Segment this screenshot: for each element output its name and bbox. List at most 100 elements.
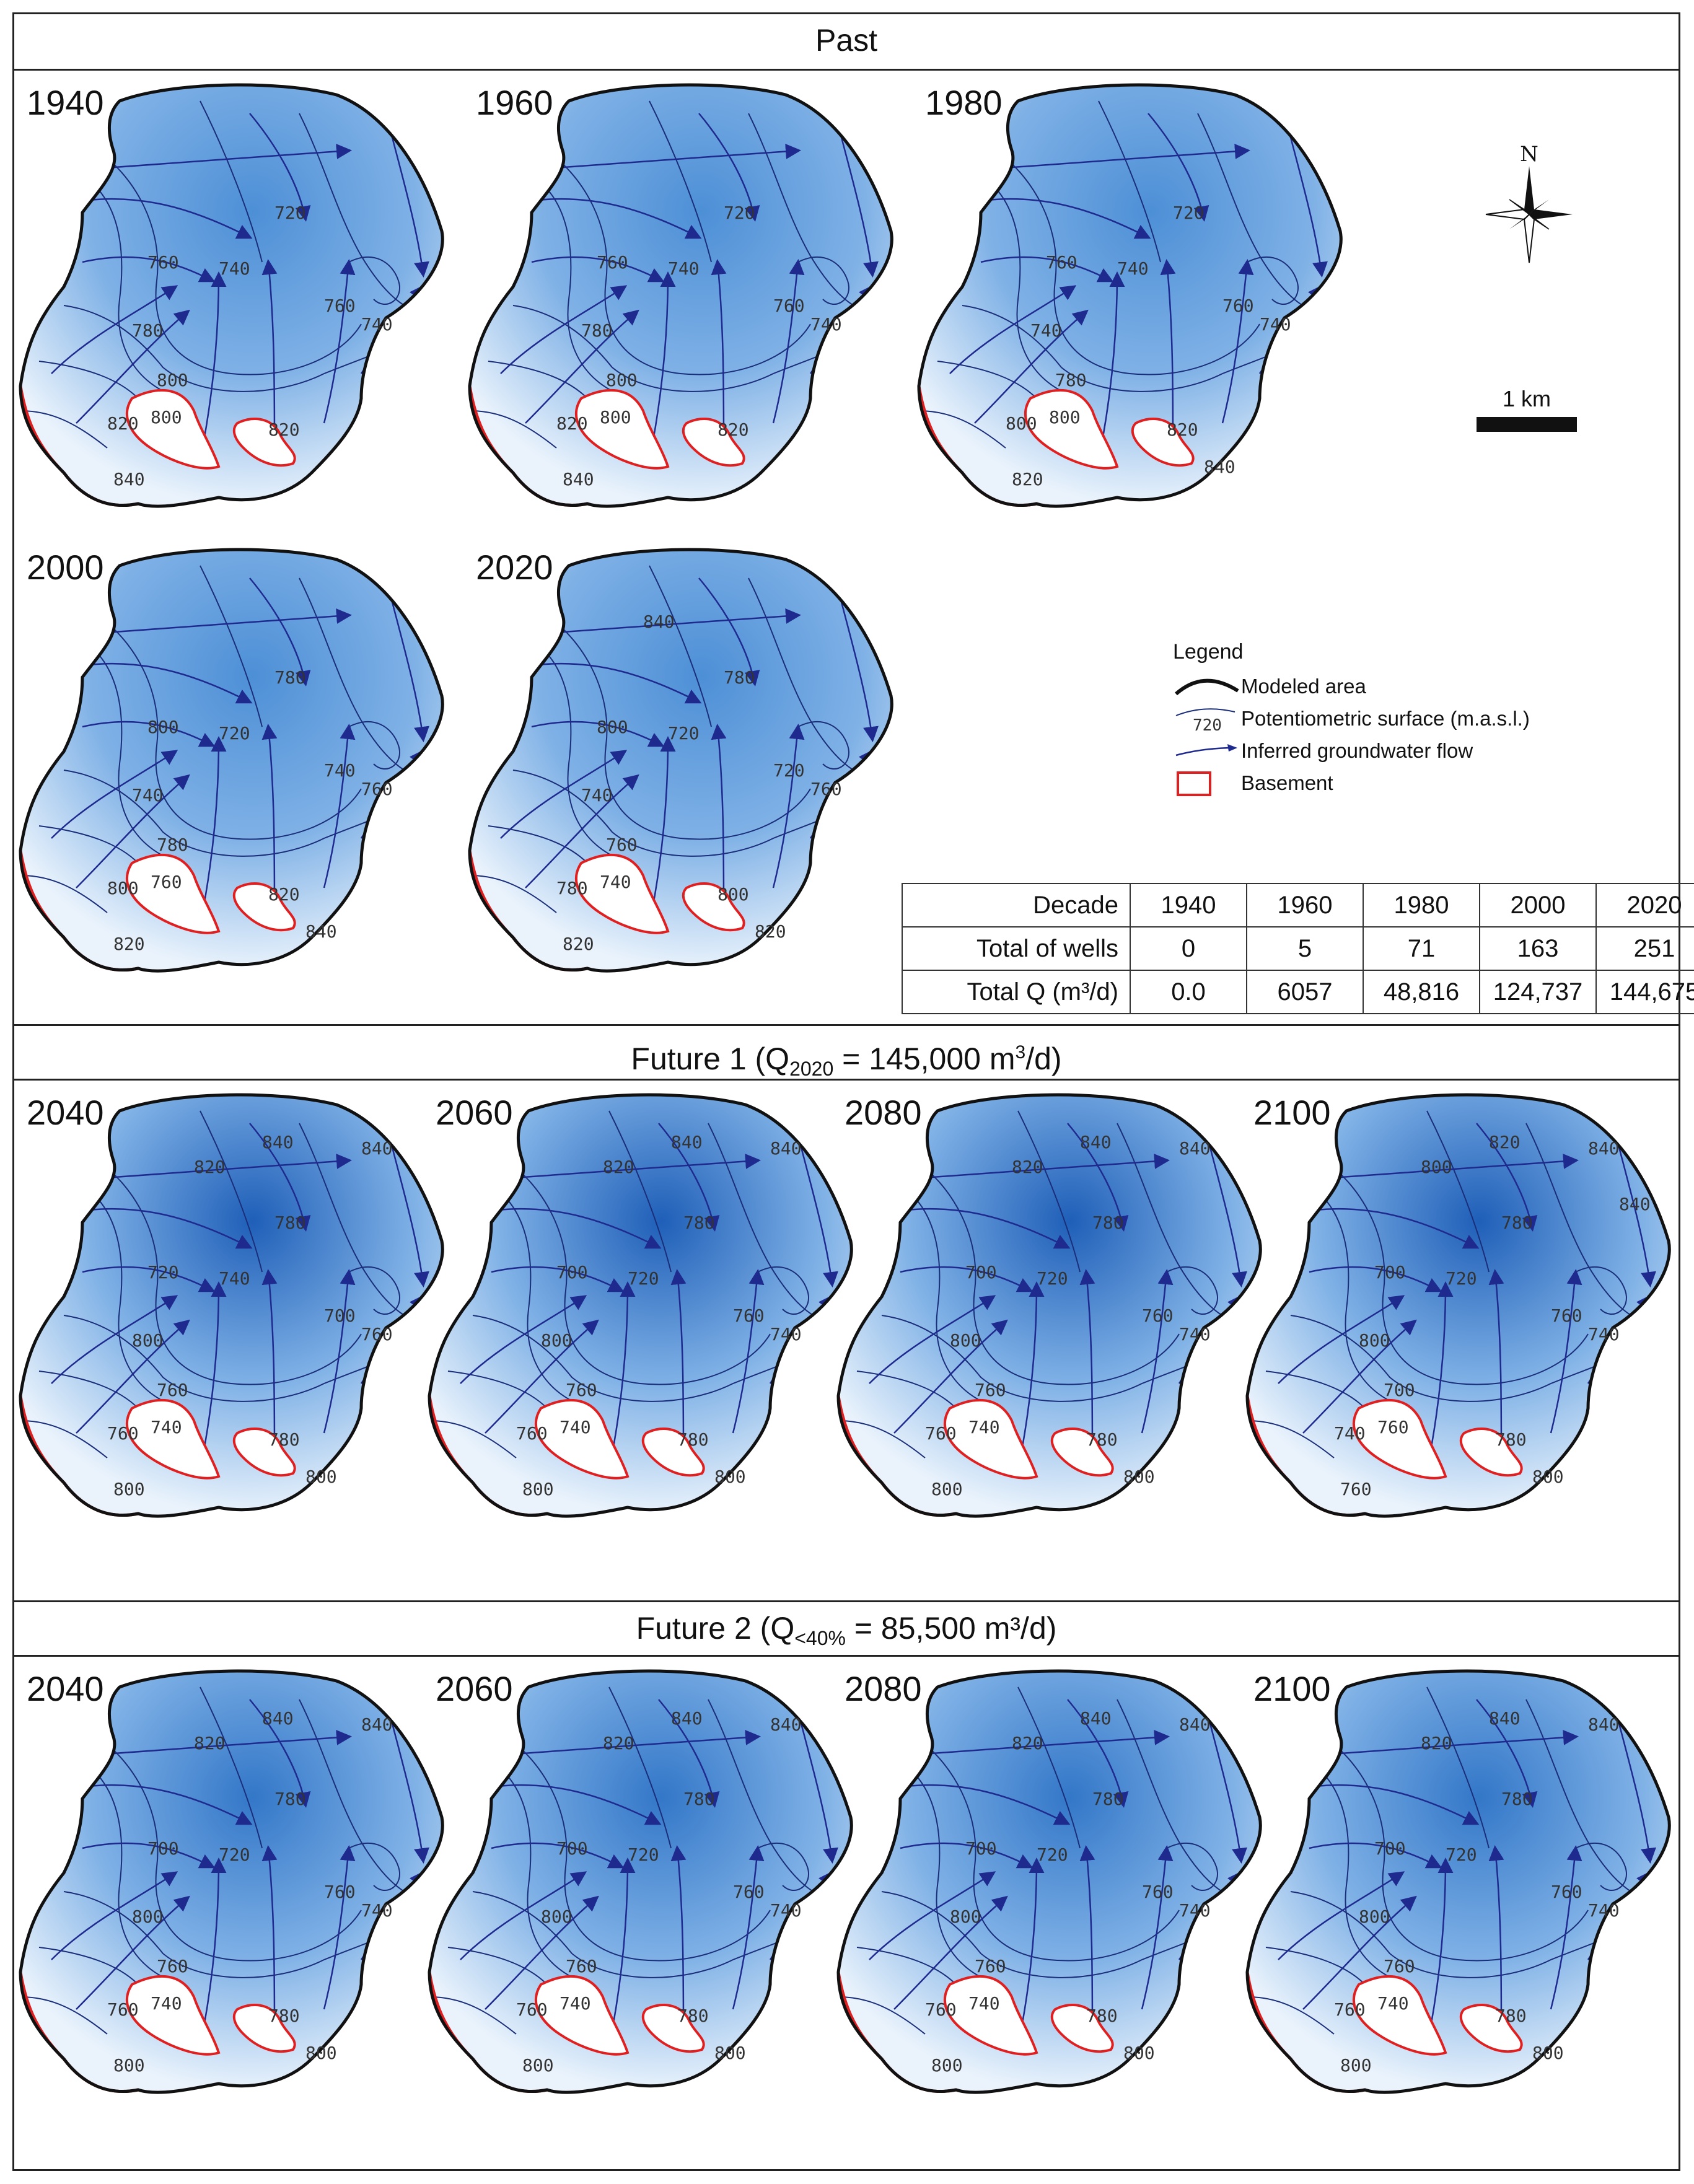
contour-label: 760	[566, 1380, 597, 1400]
contour-label: 800	[600, 407, 631, 428]
contour-label: 760	[975, 1380, 1006, 1400]
contour-label: 800	[1359, 1906, 1390, 1927]
contour-label: 800	[931, 1479, 963, 1499]
contour-label: 780	[132, 320, 164, 341]
contour-label: 800	[931, 2055, 963, 2076]
contour-label: 840	[1080, 1132, 1112, 1152]
future2-title-prefix: Future 2 (Q	[636, 1611, 795, 1646]
contour-label: 740	[1179, 1324, 1211, 1344]
section-header-past: Past	[14, 14, 1679, 71]
contour-label: 840	[361, 1714, 393, 1735]
contour-label: 780	[268, 2006, 300, 2026]
contour-label: 720	[628, 1844, 659, 1865]
map-panel-future1-2040: 780 740 720 700 760 800 760 740 760 780 800 800 820 8…	[14, 1086, 454, 1538]
contour-label: 740	[810, 314, 842, 335]
contour-label: 740	[219, 258, 250, 279]
contour-label: 780	[274, 1789, 306, 1809]
contour-label: 840	[262, 1132, 294, 1152]
contour-label: 760	[107, 1423, 139, 1444]
future1-title-sup: 3	[1015, 1042, 1026, 1063]
contour-label: 720	[219, 723, 250, 743]
contour-label: 740	[151, 1417, 182, 1437]
contour-label: 840	[305, 921, 337, 942]
contour-label: 820	[268, 884, 300, 905]
scale-label: 1 km	[1502, 386, 1551, 411]
contour-label: 760	[147, 252, 179, 273]
wells-table-header-row: Decade 1940 1960 1980 2000 2020	[902, 883, 1694, 928]
compass-rose-icon: N	[1485, 142, 1573, 263]
contour-label: 820	[603, 1733, 634, 1753]
contour-label: 760	[516, 1999, 548, 2020]
contour-label: 780	[1092, 1213, 1124, 1233]
contour-label: 840	[113, 469, 145, 489]
contour-label: 740	[1030, 320, 1062, 341]
legend-item-basement: Basement	[1173, 767, 1530, 799]
compass-north-label: N	[1520, 142, 1538, 167]
legend-label-flow: Inferred groundwater flow	[1241, 739, 1473, 762]
table-cell: 124,737	[1479, 970, 1597, 1014]
contour-label: 760	[925, 1999, 957, 2020]
contour-label: 800	[107, 878, 139, 898]
contour-label: 820	[556, 413, 588, 434]
contour-label: 800	[541, 1330, 573, 1351]
table-cell: 0	[1130, 926, 1247, 971]
contour-label: 760	[1142, 1882, 1174, 1902]
table-cell: 48,816	[1363, 970, 1480, 1014]
contour-label: 800	[151, 407, 182, 428]
contour-label: 800	[147, 717, 179, 737]
contour-label: 760	[606, 835, 638, 855]
contour-label: 820	[1167, 419, 1198, 440]
legend-label-potentiometric: Potentiometric surface (m.a.s.l.)	[1241, 707, 1530, 730]
contour-label: 740	[1179, 1900, 1211, 1921]
panel-year-label: 2040	[27, 1669, 104, 1708]
table-row: Total of wells 0 5 71 163 251	[902, 926, 1694, 971]
map-panel-future2-2100: 780 720 700 760 740 800 760 740 760 780 800 800 820 8…	[1241, 1662, 1681, 2115]
contour-label: 780	[274, 1213, 306, 1233]
contour-label: 740	[968, 1417, 1000, 1437]
contour-label: 840	[1179, 1138, 1211, 1159]
contour-label: 760	[975, 1956, 1006, 1976]
contour-label: 740	[770, 1324, 802, 1344]
contour-label: 780	[1495, 1429, 1527, 1450]
contour-label: 720	[1173, 203, 1205, 223]
future1-title-sub: 2020	[789, 1058, 834, 1080]
contour-label: 800	[950, 1906, 981, 1927]
contour-label: 800	[132, 1330, 164, 1351]
contour-label: 820	[755, 921, 786, 942]
legend-contour-sample: 720	[1193, 716, 1222, 733]
legend-label-basement: Basement	[1241, 771, 1333, 794]
table-row-label: Total Q (m³/d)	[902, 970, 1131, 1014]
contour-label: 740	[151, 1993, 182, 2014]
contour-label: 760	[1334, 1999, 1366, 2020]
contour-label: 760	[107, 1999, 139, 2020]
contour-label: 760	[566, 1956, 597, 1976]
table-cell: 163	[1479, 926, 1597, 971]
contour-label: 720	[1446, 1268, 1477, 1289]
contour-label: 780	[677, 2006, 709, 2026]
contour-label: 740	[600, 872, 631, 892]
legend-title: Legend	[1173, 640, 1244, 664]
contour-label: 780	[1092, 1789, 1124, 1809]
contour-label: 820	[1012, 1157, 1043, 1177]
contour-label: 800	[1340, 2055, 1372, 2076]
contour-label: 760	[361, 779, 393, 799]
contour-label: 760	[516, 1423, 548, 1444]
contour-label: 720	[219, 1844, 250, 1865]
contour-label: 720	[1446, 1844, 1477, 1865]
contour-label: 760	[597, 252, 628, 273]
contour-label: 760	[157, 1956, 188, 1976]
contour-label: 720	[628, 1268, 659, 1289]
contour-label: 760	[1046, 252, 1077, 273]
contour-label: 840	[361, 1138, 393, 1159]
contour-label: 800	[1421, 1157, 1452, 1177]
contour-label: 720	[773, 760, 805, 781]
contour-label: 760	[810, 779, 842, 799]
contour-label: 740	[968, 1993, 1000, 2014]
contour-label: 780	[556, 878, 588, 898]
contour-label: 800	[522, 2055, 554, 2076]
map-panel-past-2020: 780 720 800 720 760 740 760 740 780 800 820 820 840 2…	[463, 541, 903, 993]
